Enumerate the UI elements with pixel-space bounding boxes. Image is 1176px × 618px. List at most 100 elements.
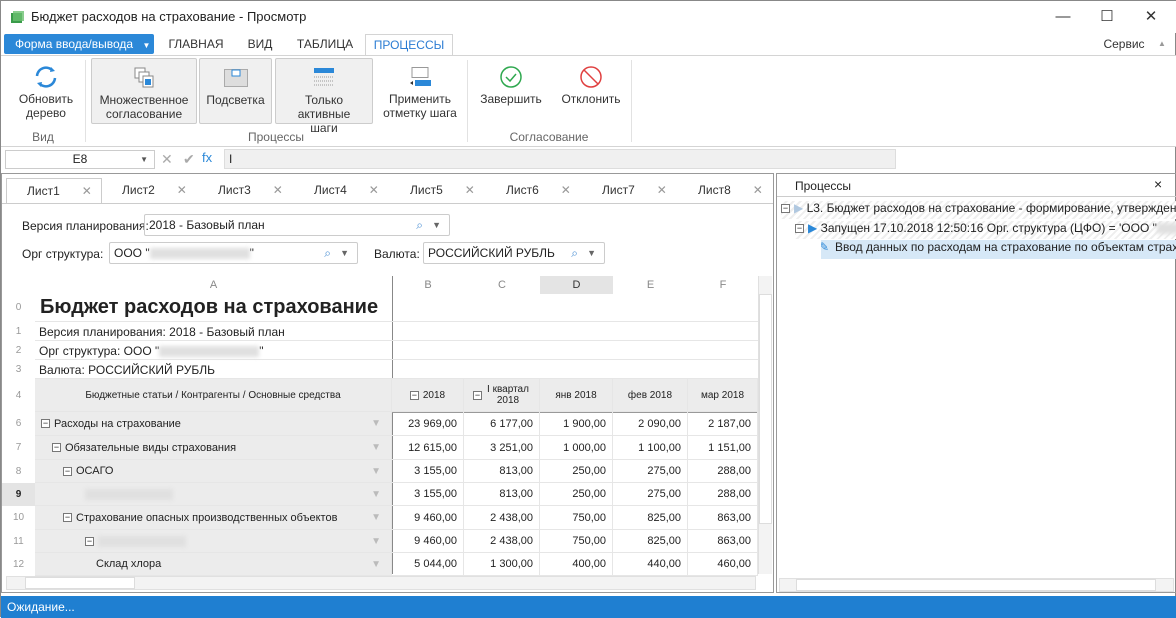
name-box[interactable]: E8 ▼ <box>5 150 155 169</box>
close-tab-icon[interactable]: ✕ <box>560 183 571 197</box>
table-cell[interactable]: 2 438,00 <box>464 506 540 530</box>
insert-function-icon[interactable]: fx <box>202 150 213 165</box>
tree-item-process[interactable]: − ▶ L3. Бюджет расходов на страхование - … <box>781 201 1176 219</box>
chevron-down-icon[interactable]: ▼ <box>340 248 349 258</box>
horizontal-scrollbar[interactable] <box>6 576 756 590</box>
search-icon[interactable]: ⌕ <box>416 218 423 232</box>
column-title[interactable]: − I квартал 2018 <box>464 379 540 412</box>
table-cell[interactable]: 863,00 <box>688 506 758 530</box>
service-menu[interactable]: Сервис <box>1103 37 1145 51</box>
minimize-button[interactable]: — <box>1055 8 1071 25</box>
filter-icon[interactable]: ▼ <box>371 558 381 570</box>
table-cell[interactable]: 813,00 <box>464 483 540 506</box>
ribbon-collapse-icon[interactable]: ▲ <box>1158 39 1166 48</box>
active-steps-button[interactable]: Только активные шаги <box>275 58 373 135</box>
collapse-icon[interactable]: − <box>781 203 790 214</box>
table-cell[interactable]: 460,00 <box>688 553 758 576</box>
tab-table[interactable]: ТАБЛИЦА <box>296 37 354 51</box>
filter-icon[interactable]: ▼ <box>371 535 381 547</box>
table-cell[interactable]: 2 438,00 <box>464 530 540 553</box>
version-select[interactable]: 2018 - Базовый план ⌕ ▼ <box>144 214 450 236</box>
filter-icon[interactable]: ▼ <box>371 488 381 500</box>
table-cell[interactable]: 825,00 <box>613 506 688 530</box>
table-cell[interactable]: 750,00 <box>540 530 613 553</box>
close-tab-icon[interactable]: ✕ <box>81 184 92 198</box>
chevron-down-icon[interactable]: ▼ <box>432 220 441 230</box>
collapse-icon[interactable]: − <box>41 418 50 428</box>
column-header[interactable]: B <box>424 279 432 291</box>
table-cell[interactable]: 400,00 <box>540 553 613 576</box>
tree-item-instance[interactable]: − ▶ Запущен 17.10.2018 12:50:16 Орг. стру… <box>795 221 1176 239</box>
table-cell[interactable]: 440,00 <box>613 553 688 576</box>
search-icon[interactable]: ⌕ <box>571 246 578 260</box>
tree-item-step[interactable]: ✎ Ввод данных по расходам на страхование … <box>821 240 1176 259</box>
collapse-icon[interactable]: − <box>795 223 804 234</box>
table-cell[interactable]: 23 969,00 <box>392 412 464 436</box>
close-tab-icon[interactable]: ✕ <box>368 183 379 197</box>
collapse-icon[interactable]: − <box>409 389 419 400</box>
table-cell[interactable]: 1 300,00 <box>464 553 540 576</box>
table-cell[interactable]: 9 460,00 <box>392 506 464 530</box>
table-cell[interactable]: 250,00 <box>540 460 613 483</box>
table-cell[interactable]: 6 177,00 <box>464 412 540 436</box>
close-tab-icon[interactable]: ✕ <box>464 183 475 197</box>
cancel-icon[interactable]: ✕ <box>161 151 173 167</box>
table-cell[interactable]: 275,00 <box>613 460 688 483</box>
close-tab-icon[interactable]: ✕ <box>752 183 763 197</box>
table-row-label[interactable]: − Расходы на страхование ▼ <box>35 412 392 436</box>
column-title[interactable]: −2018 <box>392 379 464 412</box>
table-cell[interactable]: 12 615,00 <box>392 436 464 460</box>
table-cell[interactable]: 275,00 <box>613 483 688 506</box>
table-cell[interactable]: 2 187,00 <box>688 412 758 436</box>
sheet-tab[interactable]: Лист1 ✕ <box>6 178 102 203</box>
table-cell[interactable]: 288,00 <box>688 483 758 506</box>
maximize-button[interactable]: ☐ <box>1100 8 1114 25</box>
table-cell[interactable]: 863,00 <box>688 530 758 553</box>
table-cell[interactable]: 3 155,00 <box>392 483 464 506</box>
collapse-icon[interactable]: − <box>85 535 94 546</box>
highlight-button[interactable]: Подсветка <box>199 58 272 124</box>
filter-icon[interactable]: ▼ <box>371 465 381 477</box>
column-header[interactable]: A <box>209 279 218 291</box>
table-cell[interactable]: 9 460,00 <box>392 530 464 553</box>
table-row-label[interactable]: − ▼ <box>35 530 392 553</box>
confirm-icon[interactable]: ✔ <box>183 151 195 167</box>
table-cell[interactable]: 825,00 <box>613 530 688 553</box>
collapse-icon[interactable]: − <box>63 512 72 522</box>
table-row-label[interactable]: ▼ <box>35 483 392 506</box>
formula-input[interactable]: I <box>224 149 896 169</box>
horizontal-scrollbar[interactable] <box>779 578 1174 592</box>
sheet-tab[interactable]: Лист8 ✕ <box>678 178 774 203</box>
table-row-label[interactable]: − Обязательные виды страхования ▼ <box>35 436 392 460</box>
collapse-icon[interactable]: − <box>473 389 482 400</box>
column-header[interactable]: D <box>540 276 613 294</box>
table-cell[interactable]: 813,00 <box>464 460 540 483</box>
close-panel-button[interactable]: × <box>1154 176 1163 192</box>
table-cell[interactable]: 1 900,00 <box>540 412 613 436</box>
sheet-tab[interactable]: Лист5 ✕ <box>390 178 486 203</box>
vertical-scrollbar[interactable] <box>758 276 772 574</box>
filter-icon[interactable]: ▼ <box>371 512 381 523</box>
sheet-tab[interactable]: Лист2 ✕ <box>102 178 198 203</box>
table-row-label[interactable]: − ОСАГО ▼ <box>35 460 392 483</box>
collapse-icon[interactable]: − <box>63 465 72 476</box>
currency-select[interactable]: РОССИЙСКИЙ РУБЛЬ ⌕ ▼ <box>423 242 605 264</box>
column-header[interactable]: C <box>498 279 506 291</box>
table-row-label[interactable]: Склад хлора ▼ <box>35 553 392 576</box>
column-header[interactable]: E <box>646 279 655 291</box>
tab-main[interactable]: ГЛАВНАЯ <box>168 37 224 51</box>
sheet-tab[interactable]: Лист6 ✕ <box>486 178 582 203</box>
close-tab-icon[interactable]: ✕ <box>656 183 667 197</box>
tab-processes[interactable]: ПРОЦЕССЫ <box>365 34 453 56</box>
finish-button[interactable]: Завершить <box>477 58 545 124</box>
sheet-tab[interactable]: Лист7 ✕ <box>582 178 678 203</box>
search-icon[interactable]: ⌕ <box>324 246 331 260</box>
table-cell[interactable]: 1 000,00 <box>540 436 613 460</box>
table-cell[interactable]: 1 100,00 <box>613 436 688 460</box>
tab-view[interactable]: ВИД <box>247 37 273 51</box>
table-cell[interactable]: 288,00 <box>688 460 758 483</box>
form-menu-button[interactable]: Форма ввода/вывода ▼ <box>4 34 154 54</box>
multi-approval-button[interactable]: Множественное согласование <box>91 58 197 124</box>
sheet-tab[interactable]: Лист3 ✕ <box>198 178 294 203</box>
table-cell[interactable]: 750,00 <box>540 506 613 530</box>
